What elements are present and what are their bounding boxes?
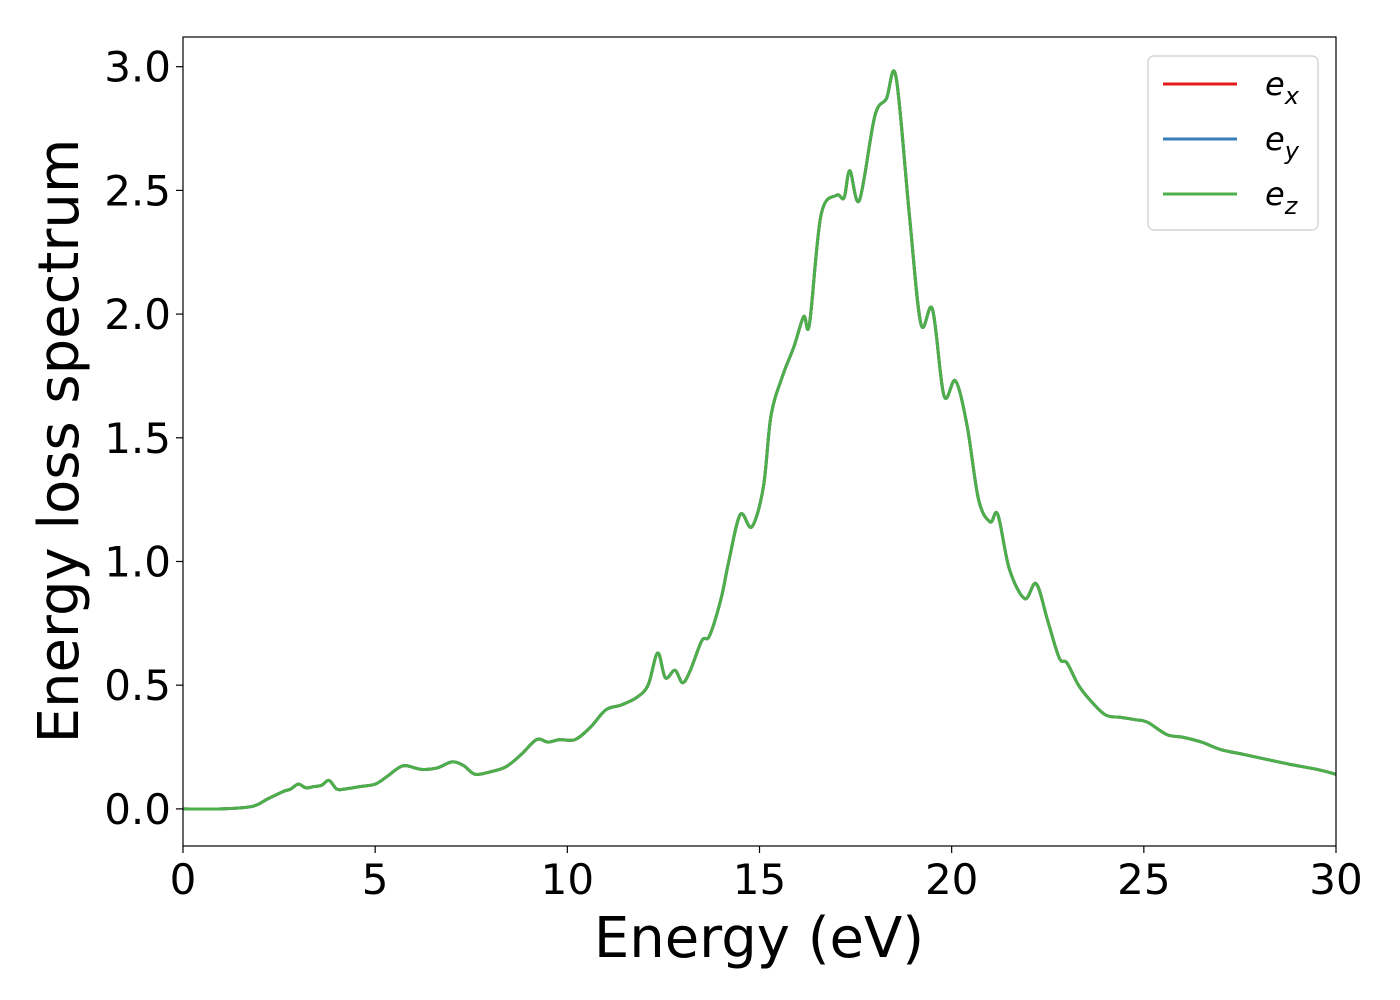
- y-tick-label: 2.0: [104, 290, 171, 339]
- x-tick-label: 25: [1117, 855, 1170, 904]
- legend-box: [1147, 55, 1319, 231]
- y-tick-label: 1.0: [104, 537, 171, 586]
- y-tick-label: 0.0: [104, 785, 171, 834]
- x-tick-label: 15: [733, 855, 786, 904]
- x-axis-label: Energy (eV): [594, 906, 924, 971]
- x-tick-label: 0: [170, 855, 197, 904]
- y-tick-label: 0.5: [104, 661, 171, 710]
- y-tick-label: 2.5: [104, 166, 171, 215]
- y-tick-label: 1.5: [104, 414, 171, 463]
- x-tick-label: 5: [362, 855, 389, 904]
- x-axis: 0 5 10 15 20 25 30: [170, 846, 1363, 904]
- y-tick-label: 3.0: [104, 43, 171, 92]
- legend-entries: ex ey ez: [1163, 65, 1300, 220]
- x-tick-label: 20: [925, 855, 978, 904]
- legend-label-ez: ez: [1265, 175, 1299, 220]
- legend-label-ey: ey: [1265, 120, 1300, 165]
- series-line-ez: [182, 69, 1337, 811]
- legend: ex ey ez: [1147, 55, 1319, 231]
- legend-label-ex: ex: [1265, 65, 1300, 110]
- x-tick-label: 10: [541, 855, 594, 904]
- plot-area-background: [183, 37, 1336, 846]
- x-tick-label: 30: [1309, 855, 1362, 904]
- series-layer: [182, 69, 1337, 811]
- y-axis-label: Energy loss spectrum: [27, 139, 92, 744]
- y-axis: 0.0 0.5 1.0 1.5 2.0 2.5 3.0: [104, 43, 183, 834]
